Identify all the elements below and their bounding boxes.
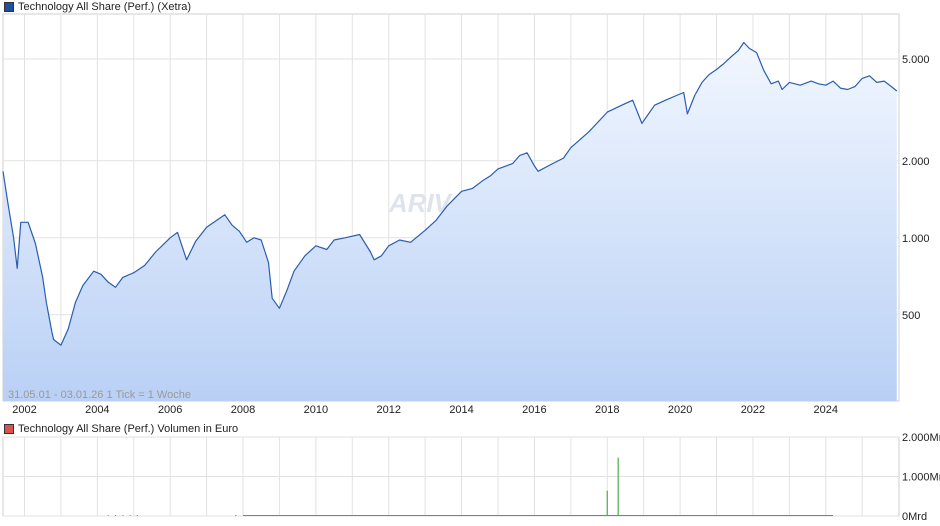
price-x-tick-label: 2016 xyxy=(522,404,546,416)
price-x-tick-label: 2008 xyxy=(231,404,255,416)
price-y-tick-label: 500 xyxy=(902,310,920,322)
price-series-line xyxy=(2,41,898,346)
price-x-tick-label: 2020 xyxy=(668,404,692,416)
volume-legend: Technology All Share (Perf.) Volumen in … xyxy=(4,423,238,435)
range-info-text: 31.05.01 - 03.01.26 1 Tick = 1 Woche xyxy=(8,389,191,401)
price-y-tick-label: 1.000 xyxy=(902,233,930,245)
volume-y-tick-label: 0Mrd xyxy=(902,511,927,523)
price-x-tick-label: 2006 xyxy=(158,404,182,416)
price-x-tick-label: 2004 xyxy=(85,404,109,416)
price-area-fill xyxy=(3,42,897,401)
price-x-tick-label: 2018 xyxy=(595,404,619,416)
price-x-tick-label: 2012 xyxy=(376,404,400,416)
price-x-tick-label: 2024 xyxy=(814,404,838,416)
price-x-tick-label: 2014 xyxy=(449,404,473,416)
volume-legend-swatch xyxy=(4,424,14,434)
price-x-tick-label: 2022 xyxy=(741,404,765,416)
price-y-tick-label: 2.000 xyxy=(902,156,930,168)
price-legend-swatch xyxy=(4,2,14,12)
volume-panel: 0Mrd 1.000Mrd 2.000Mrd xyxy=(2,432,940,523)
price-x-tick-label: 2002 xyxy=(12,404,36,416)
price-legend-label: Technology All Share (Perf.) (Xetra) xyxy=(18,1,192,13)
price-x-tick-label: 2010 xyxy=(304,404,328,416)
volume-y-tick-label: 2.000Mrd xyxy=(902,432,940,444)
price-y-tick-label: 5.000 xyxy=(902,54,930,66)
volume-y-tick-label: 1.000Mrd xyxy=(902,472,940,484)
price-legend: Technology All Share (Perf.) (Xetra) xyxy=(4,1,191,13)
volume-legend-label: Technology All Share (Perf.) Volumen in … xyxy=(18,423,239,435)
